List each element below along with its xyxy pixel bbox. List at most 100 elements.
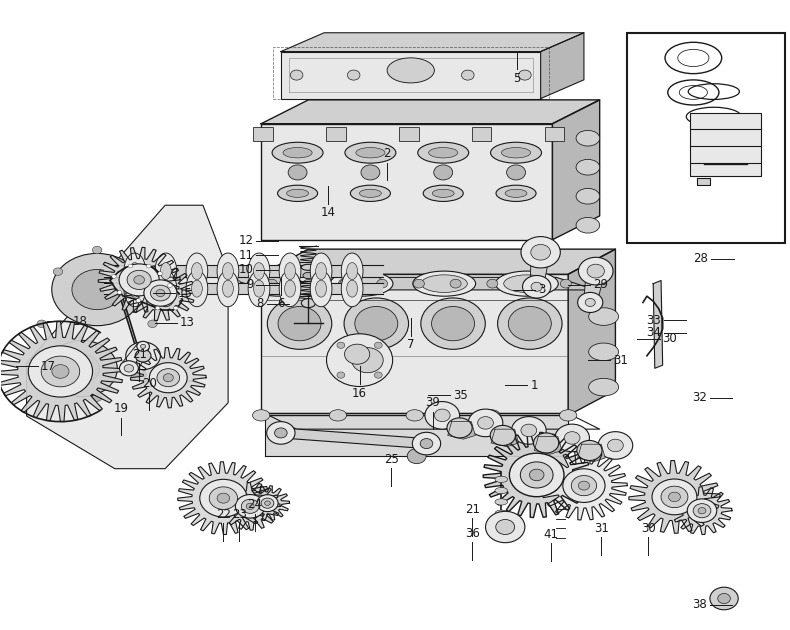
Text: 12: 12 xyxy=(239,234,254,248)
Circle shape xyxy=(435,409,450,421)
Circle shape xyxy=(146,264,151,268)
Text: 13: 13 xyxy=(180,316,195,329)
Text: 16: 16 xyxy=(352,386,367,399)
Ellipse shape xyxy=(432,189,454,197)
Text: 9: 9 xyxy=(246,278,254,292)
Ellipse shape xyxy=(589,308,619,325)
Ellipse shape xyxy=(279,253,301,289)
Circle shape xyxy=(413,279,424,288)
Circle shape xyxy=(578,481,589,490)
Polygon shape xyxy=(265,413,568,456)
Ellipse shape xyxy=(329,410,347,421)
Circle shape xyxy=(578,257,613,285)
Polygon shape xyxy=(491,429,518,447)
Ellipse shape xyxy=(227,496,243,504)
Text: 39: 39 xyxy=(425,396,440,409)
Ellipse shape xyxy=(256,275,302,292)
Ellipse shape xyxy=(502,147,531,158)
Circle shape xyxy=(562,469,605,502)
Circle shape xyxy=(337,372,344,378)
Ellipse shape xyxy=(223,263,233,280)
Polygon shape xyxy=(130,348,206,408)
Text: 29: 29 xyxy=(593,278,608,292)
Bar xyxy=(690,113,761,176)
Circle shape xyxy=(241,499,259,513)
Ellipse shape xyxy=(248,253,270,289)
Text: 15: 15 xyxy=(178,287,193,299)
Ellipse shape xyxy=(496,185,536,202)
Circle shape xyxy=(434,165,453,180)
Polygon shape xyxy=(577,444,605,462)
Ellipse shape xyxy=(160,280,171,297)
Circle shape xyxy=(407,449,426,464)
Ellipse shape xyxy=(345,142,396,163)
Circle shape xyxy=(209,487,238,510)
Polygon shape xyxy=(121,344,149,372)
Ellipse shape xyxy=(406,410,423,421)
Ellipse shape xyxy=(186,271,208,307)
Ellipse shape xyxy=(341,271,363,307)
Circle shape xyxy=(506,165,525,180)
Polygon shape xyxy=(98,248,180,312)
Circle shape xyxy=(288,165,307,180)
Circle shape xyxy=(326,334,393,386)
Polygon shape xyxy=(103,283,383,294)
Circle shape xyxy=(344,298,408,349)
Ellipse shape xyxy=(413,271,476,296)
Ellipse shape xyxy=(495,499,507,505)
Circle shape xyxy=(47,340,117,397)
Polygon shape xyxy=(261,100,600,123)
Circle shape xyxy=(141,345,145,348)
Circle shape xyxy=(524,279,535,288)
Polygon shape xyxy=(448,421,476,439)
Polygon shape xyxy=(534,437,562,454)
Circle shape xyxy=(92,246,102,254)
Polygon shape xyxy=(629,461,720,533)
Ellipse shape xyxy=(222,493,247,507)
Circle shape xyxy=(447,418,472,438)
Polygon shape xyxy=(552,100,600,240)
Circle shape xyxy=(126,342,160,370)
Polygon shape xyxy=(126,266,195,321)
Polygon shape xyxy=(226,277,596,290)
Ellipse shape xyxy=(418,142,468,163)
Circle shape xyxy=(571,476,596,496)
Ellipse shape xyxy=(589,343,619,360)
Text: 33: 33 xyxy=(646,314,661,326)
Text: 31: 31 xyxy=(613,353,628,367)
Polygon shape xyxy=(103,265,383,277)
Ellipse shape xyxy=(191,280,202,297)
Ellipse shape xyxy=(130,280,140,297)
Circle shape xyxy=(167,284,172,287)
Polygon shape xyxy=(246,486,289,520)
Circle shape xyxy=(510,453,564,496)
Circle shape xyxy=(491,425,515,445)
Ellipse shape xyxy=(356,147,385,158)
Ellipse shape xyxy=(347,280,358,297)
Circle shape xyxy=(156,306,160,310)
Circle shape xyxy=(698,508,706,514)
Circle shape xyxy=(577,292,603,312)
Text: 41: 41 xyxy=(544,528,559,541)
Ellipse shape xyxy=(277,185,318,202)
Ellipse shape xyxy=(160,263,171,280)
Circle shape xyxy=(178,295,182,299)
Circle shape xyxy=(290,70,303,80)
Bar xyxy=(261,123,552,240)
Circle shape xyxy=(149,363,187,392)
Circle shape xyxy=(134,275,145,284)
Circle shape xyxy=(344,344,370,364)
Circle shape xyxy=(555,424,589,452)
Circle shape xyxy=(53,372,62,380)
Circle shape xyxy=(41,356,80,387)
Circle shape xyxy=(521,424,536,437)
Circle shape xyxy=(217,493,230,503)
Polygon shape xyxy=(281,33,584,52)
Ellipse shape xyxy=(483,410,500,421)
Text: 32: 32 xyxy=(692,391,707,404)
Circle shape xyxy=(340,279,351,288)
Circle shape xyxy=(64,355,100,382)
Ellipse shape xyxy=(505,189,527,197)
Circle shape xyxy=(157,369,179,387)
Ellipse shape xyxy=(359,189,382,197)
